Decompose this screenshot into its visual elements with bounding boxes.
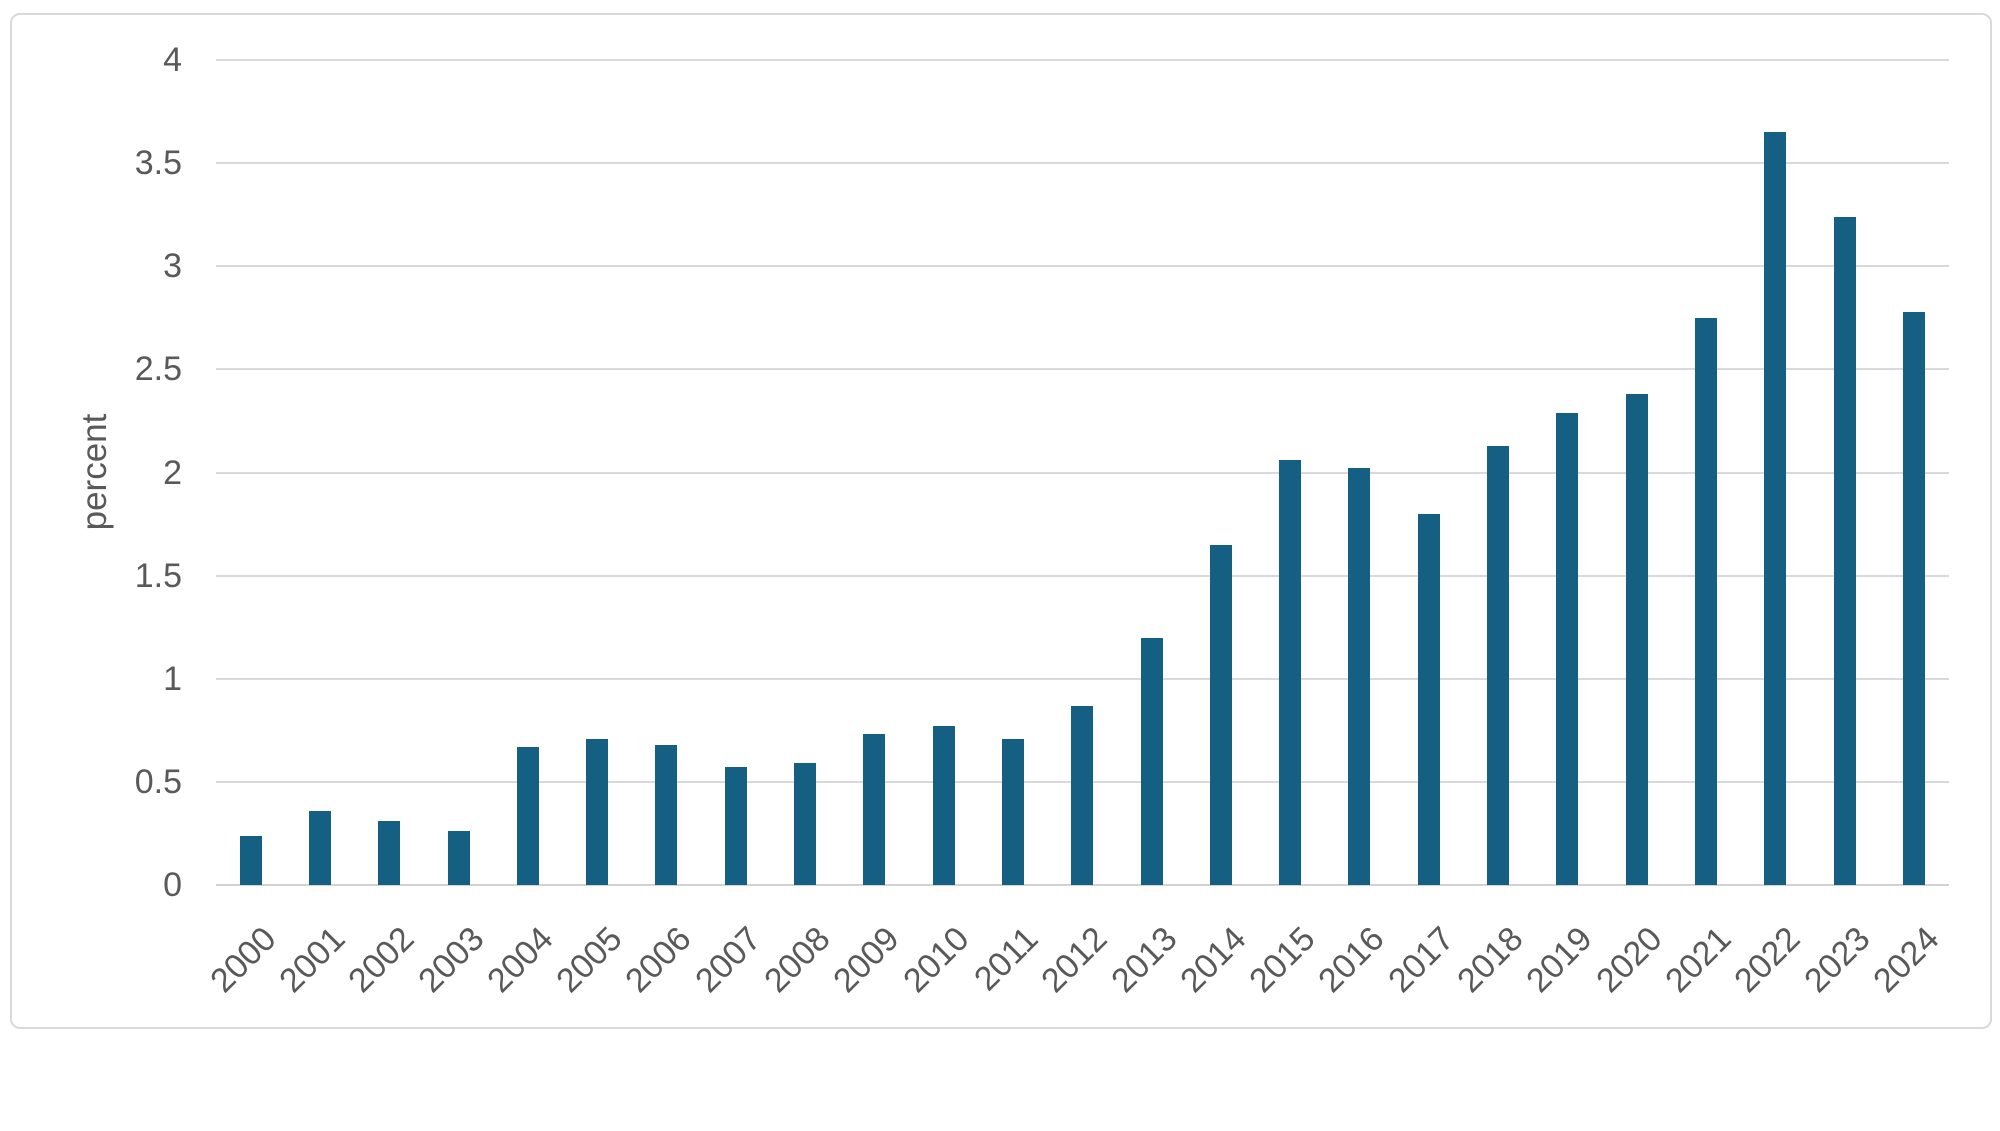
bar-2012 [1071,705,1094,885]
gridline-y-3 [216,265,1949,268]
bar-2013 [1140,637,1163,885]
bar-2010 [932,726,955,885]
bar-2005 [586,738,609,885]
bar-2019 [1556,412,1579,885]
y-tick-label-1.5: 1.5 [134,556,182,595]
bar-2020 [1625,394,1648,885]
y-tick-label-3.5: 3.5 [134,144,182,183]
bar-2002 [378,821,401,885]
bar-2015 [1279,460,1302,885]
bar-2024 [1902,311,1925,885]
y-tick-label-3: 3 [163,247,182,286]
y-tick-label-0.5: 0.5 [134,762,182,801]
x-axis-line [216,884,1949,886]
gridline-y-3.5 [216,162,1949,165]
bar-2008 [794,763,817,885]
bar-2001 [308,810,331,885]
bar-2014 [1209,544,1232,885]
y-tick-label-4: 4 [163,41,182,79]
bar-2022 [1764,132,1787,885]
bar-2011 [1001,738,1024,885]
gridline-y-1 [216,677,1949,680]
bar-2000 [239,835,262,885]
bar-2016 [1348,468,1371,885]
bar-2004 [516,746,539,885]
plot-area [216,59,1949,886]
bar-2006 [655,744,678,885]
bar-2023 [1833,216,1856,885]
gridline-y-2 [216,471,1949,474]
bar-2021 [1694,317,1717,885]
gridline-y-1.5 [216,574,1949,577]
bar-2009 [863,734,886,885]
chart-frame: percent 0 0.5 1 1.5 2 2.5 3 3.5 4 2000 2001 2002 20… [10,13,1992,1029]
gridline-y-4 [216,59,1949,61]
bar-2003 [447,831,470,885]
y-tick-label-2.5: 2.5 [134,350,182,389]
y-tick-label-1: 1 [163,659,182,698]
bar-2017 [1417,513,1440,885]
bar-2007 [724,767,747,885]
y-tick-label-2: 2 [163,453,182,492]
gridline-y-2.5 [216,368,1949,371]
y-tick-label-0: 0 [163,866,182,904]
bar-2018 [1487,445,1510,885]
